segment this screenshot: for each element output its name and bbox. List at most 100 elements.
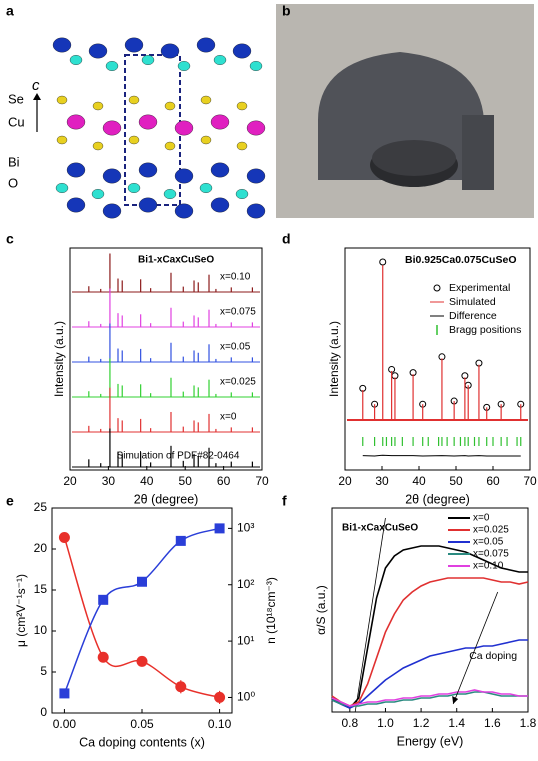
atom: [91, 188, 105, 199]
atom: [138, 114, 158, 130]
chart-title: Bi0.925Ca0.075CuSeO: [405, 254, 516, 266]
y-tick-label: 25: [34, 500, 48, 514]
series-label: x=0.05: [220, 342, 251, 353]
atom: [56, 95, 68, 105]
annotation: Ca doping: [469, 650, 517, 662]
series-label: Simulation of PDF#82-0464: [117, 451, 240, 462]
atom: [196, 37, 216, 53]
y-tick-label: 10: [34, 623, 48, 637]
x-tick-label: 60: [217, 474, 231, 488]
y-tick-label: 5: [40, 664, 47, 678]
y-tick-label: 15: [34, 582, 48, 596]
x-tick-label: 1.4: [448, 716, 465, 730]
atom: [210, 197, 230, 213]
x-tick-label: 40: [140, 474, 154, 488]
atom: [164, 141, 176, 151]
y-tick-label: 20: [34, 541, 48, 555]
atom: [105, 61, 119, 72]
atom: [88, 43, 108, 59]
x-tick-label: 50: [179, 474, 193, 488]
atom: [210, 114, 230, 130]
atom: [92, 101, 104, 111]
y2-tick-label: 10²: [237, 577, 254, 591]
legend-label: Bragg positions: [449, 324, 521, 336]
fit-curve: [63, 527, 220, 694]
x-tick-label: 50: [449, 474, 463, 488]
atom: [246, 168, 266, 184]
data-point: [379, 258, 387, 266]
data-point: [137, 576, 147, 587]
atom: [174, 203, 194, 219]
series-label: x=0.025: [220, 377, 256, 388]
x-tick-label: 1.0: [377, 716, 394, 730]
atom: [236, 141, 248, 151]
atom: [160, 43, 180, 59]
x-axis-label: Energy (eV): [397, 734, 464, 748]
atom: [66, 197, 86, 213]
panel-label: e: [6, 493, 14, 509]
atom: [127, 182, 141, 193]
x-tick-label: 0.00: [53, 717, 77, 731]
atom-label: O: [8, 175, 18, 190]
legend-label: x=0: [473, 513, 490, 524]
atom: [66, 114, 86, 130]
series-line: [331, 691, 528, 707]
x-tick-label: 1.6: [484, 716, 501, 730]
atom: [128, 95, 140, 105]
y-axis-label: α/S (a.u.): [314, 585, 328, 635]
atom-label: Cu: [8, 114, 25, 129]
legend-label: x=0.025: [473, 525, 509, 536]
y2-tick-label: 10³: [237, 521, 254, 535]
x-axis-label: 2θ (degree): [405, 492, 470, 506]
atom: [52, 37, 72, 53]
legend-label: x=0.075: [473, 549, 509, 560]
difference-line: [362, 454, 521, 457]
atom: [141, 55, 155, 66]
plot-frame: [331, 507, 529, 713]
series-line: [331, 689, 528, 707]
atom: [102, 168, 122, 184]
legend-label: x=0.10: [473, 561, 504, 572]
chart-title: Bi1-xCaxCuSeO: [138, 255, 214, 266]
atom: [55, 182, 69, 193]
data-point: [59, 688, 70, 699]
x-tick-label: 70: [523, 474, 537, 488]
x-tick-label: 0.10: [208, 717, 232, 731]
series-label: x=0: [220, 412, 237, 423]
y-axis-label: Intensity (a.u.): [327, 321, 341, 397]
atom: [246, 203, 266, 219]
legend-marker: [433, 284, 441, 292]
atom: [249, 61, 263, 72]
legend-label: Difference: [449, 310, 497, 322]
atom-label: Bi: [8, 154, 20, 169]
y-axis-label: Intensity (a.u.): [52, 321, 66, 397]
data-point: [214, 691, 226, 703]
x-tick-label: 20: [63, 474, 77, 488]
atom: [236, 101, 248, 111]
atom: [246, 120, 266, 136]
atom: [200, 95, 212, 105]
fit-curve: [63, 537, 220, 699]
atom: [200, 135, 212, 145]
panel-label: a: [6, 3, 14, 19]
legend-label: x=0.05: [473, 537, 504, 548]
plot-frame: [344, 247, 531, 471]
atom: [128, 135, 140, 145]
panel-label: c: [6, 231, 14, 247]
atom: [66, 162, 86, 178]
y-tick-label: 0: [40, 705, 47, 719]
x-tick-label: 0.05: [130, 717, 154, 731]
plot-frame: [69, 247, 263, 471]
x-axis-label: 2θ (degree): [134, 492, 199, 506]
atom: [177, 61, 191, 72]
y2-tick-label: 10⁰: [237, 690, 255, 704]
atom: [102, 120, 122, 136]
unit-cell: [124, 54, 181, 206]
panel-label: d: [282, 231, 291, 247]
series-line: [331, 639, 528, 709]
data-point: [58, 532, 70, 544]
data-point: [97, 651, 109, 663]
photo: [276, 4, 534, 218]
legend-label: Simulated: [449, 296, 496, 308]
atom: [92, 141, 104, 151]
